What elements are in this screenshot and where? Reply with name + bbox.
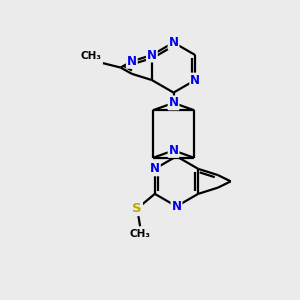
Text: N: N — [127, 55, 137, 68]
Text: N: N — [169, 36, 178, 49]
Text: N: N — [169, 144, 178, 157]
Text: N: N — [169, 96, 178, 110]
Text: N: N — [147, 49, 157, 62]
Text: CH₃: CH₃ — [130, 229, 151, 238]
Text: CH₃: CH₃ — [80, 51, 101, 61]
Text: S: S — [132, 202, 142, 215]
Text: N: N — [150, 162, 160, 175]
Text: N: N — [190, 74, 200, 87]
Text: N: N — [172, 200, 182, 213]
